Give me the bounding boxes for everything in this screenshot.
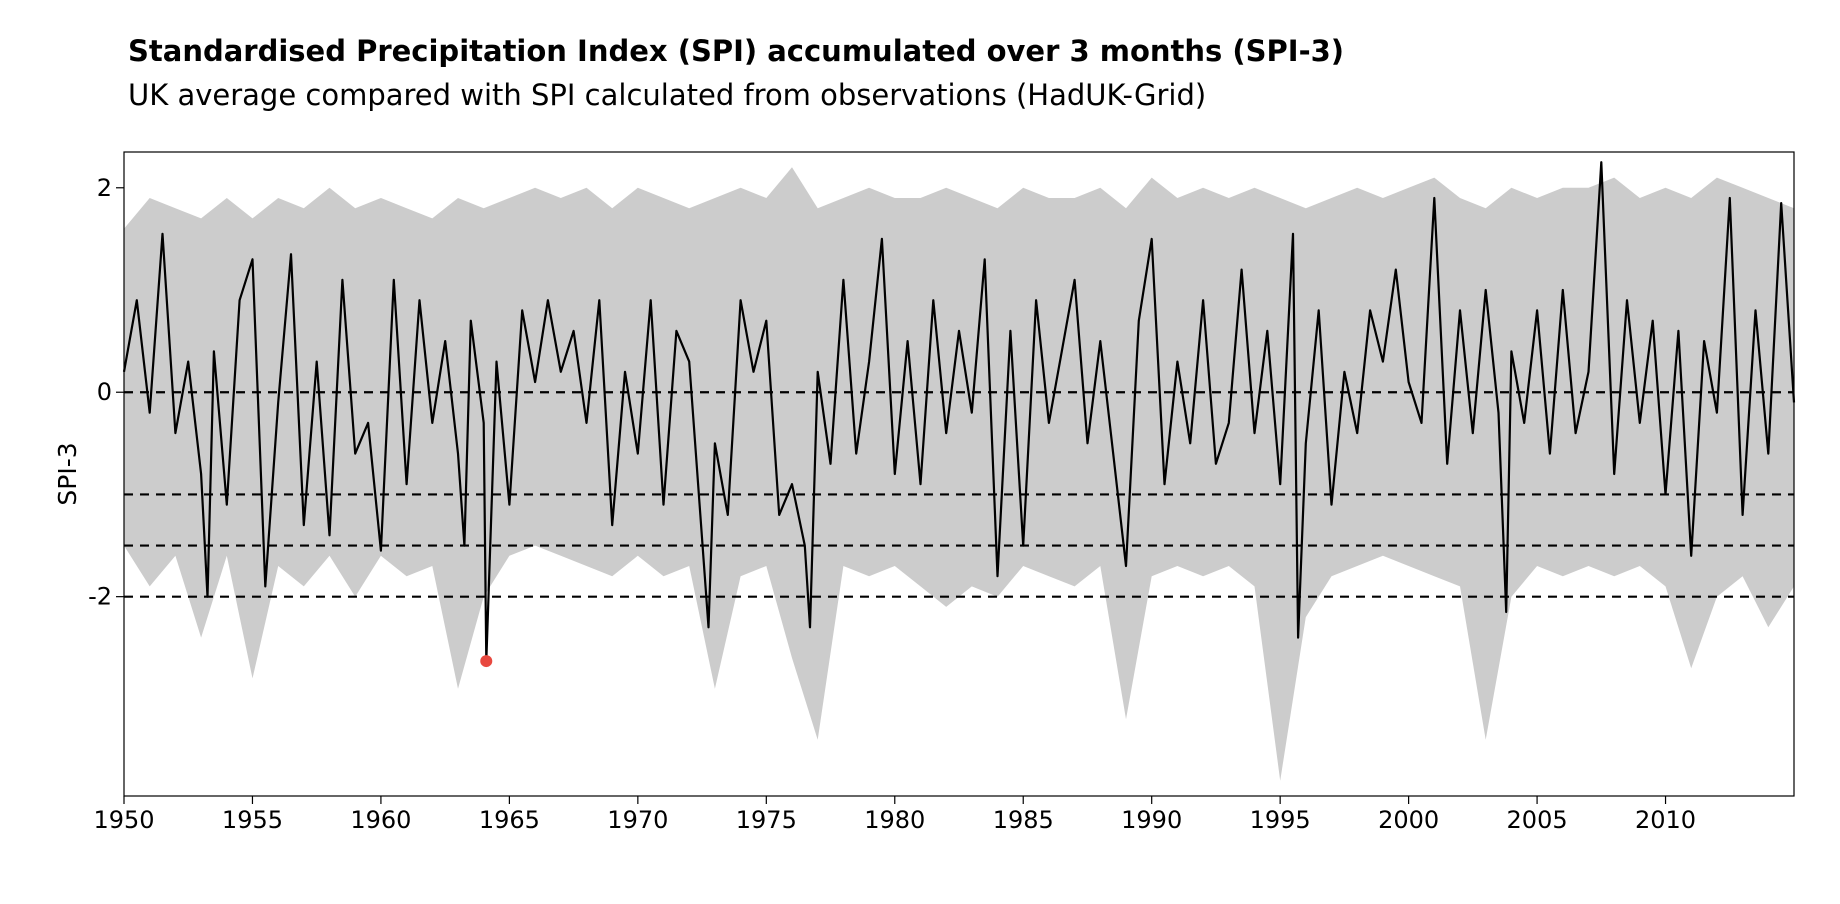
x-tick-label: 1960: [350, 806, 411, 834]
x-tick-label: 1980: [864, 806, 925, 834]
x-tick-label: 2000: [1378, 806, 1439, 834]
x-tick-label: 2005: [1507, 806, 1568, 834]
x-tick-label: 1985: [993, 806, 1054, 834]
x-tick-label: 1955: [222, 806, 283, 834]
x-tick-label: 1965: [479, 806, 540, 834]
x-tick-label: 1990: [1121, 806, 1182, 834]
highlight-point: [480, 655, 492, 667]
x-tick-label: 2010: [1635, 806, 1696, 834]
y-tick-label: 2: [97, 174, 112, 202]
x-tick-label: 1970: [607, 806, 668, 834]
range-band: [124, 167, 1794, 780]
x-tick-label: 1950: [93, 806, 154, 834]
y-tick-label: -2: [88, 583, 112, 611]
y-tick-label: 0: [97, 378, 112, 406]
x-tick-label: 1995: [1250, 806, 1311, 834]
y-axis-label: SPI-3: [53, 442, 82, 505]
x-tick-label: 1975: [736, 806, 797, 834]
